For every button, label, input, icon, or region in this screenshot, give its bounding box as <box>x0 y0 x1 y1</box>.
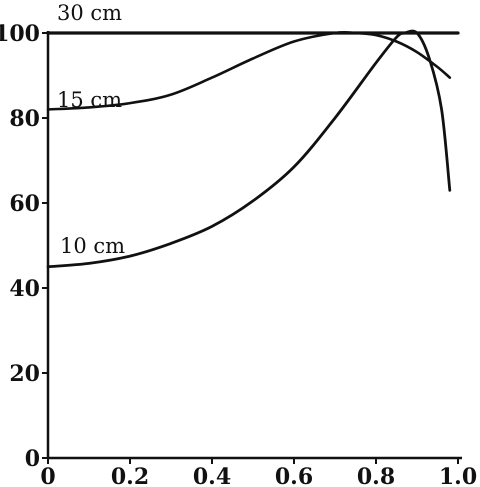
series-label-30cm: 30 cm <box>57 1 122 25</box>
x-tick-label: 0.4 <box>193 464 231 487</box>
series-15cm-line <box>46 30 452 111</box>
y-tick-label: 20 <box>9 361 40 387</box>
series-labels: 30 cm 15 cm 10 cm <box>57 1 125 258</box>
y-tick-label: 0 <box>25 446 40 472</box>
y-tick-label: 80 <box>9 106 40 132</box>
x-tick-label: 0.8 <box>357 464 395 487</box>
series-label-10cm: 10 cm <box>60 234 125 258</box>
x-tick-label: 0.6 <box>275 464 313 487</box>
series-label-15cm: 15 cm <box>57 88 122 112</box>
x-tick-label: 0 <box>40 464 55 487</box>
y-tick-label: 60 <box>9 191 40 217</box>
tick-labels: 0 20 40 60 80 100 0 0.2 0.4 0.6 0.8 1.0 <box>0 21 477 487</box>
y-tick-label: 40 <box>9 276 40 302</box>
series-lines <box>46 29 460 269</box>
x-tick-label: 0.2 <box>111 464 149 487</box>
axes <box>42 31 462 464</box>
x-tick-label: 1.0 <box>439 464 477 487</box>
y-tick-label: 100 <box>0 21 40 47</box>
series-10cm-line <box>46 29 452 269</box>
